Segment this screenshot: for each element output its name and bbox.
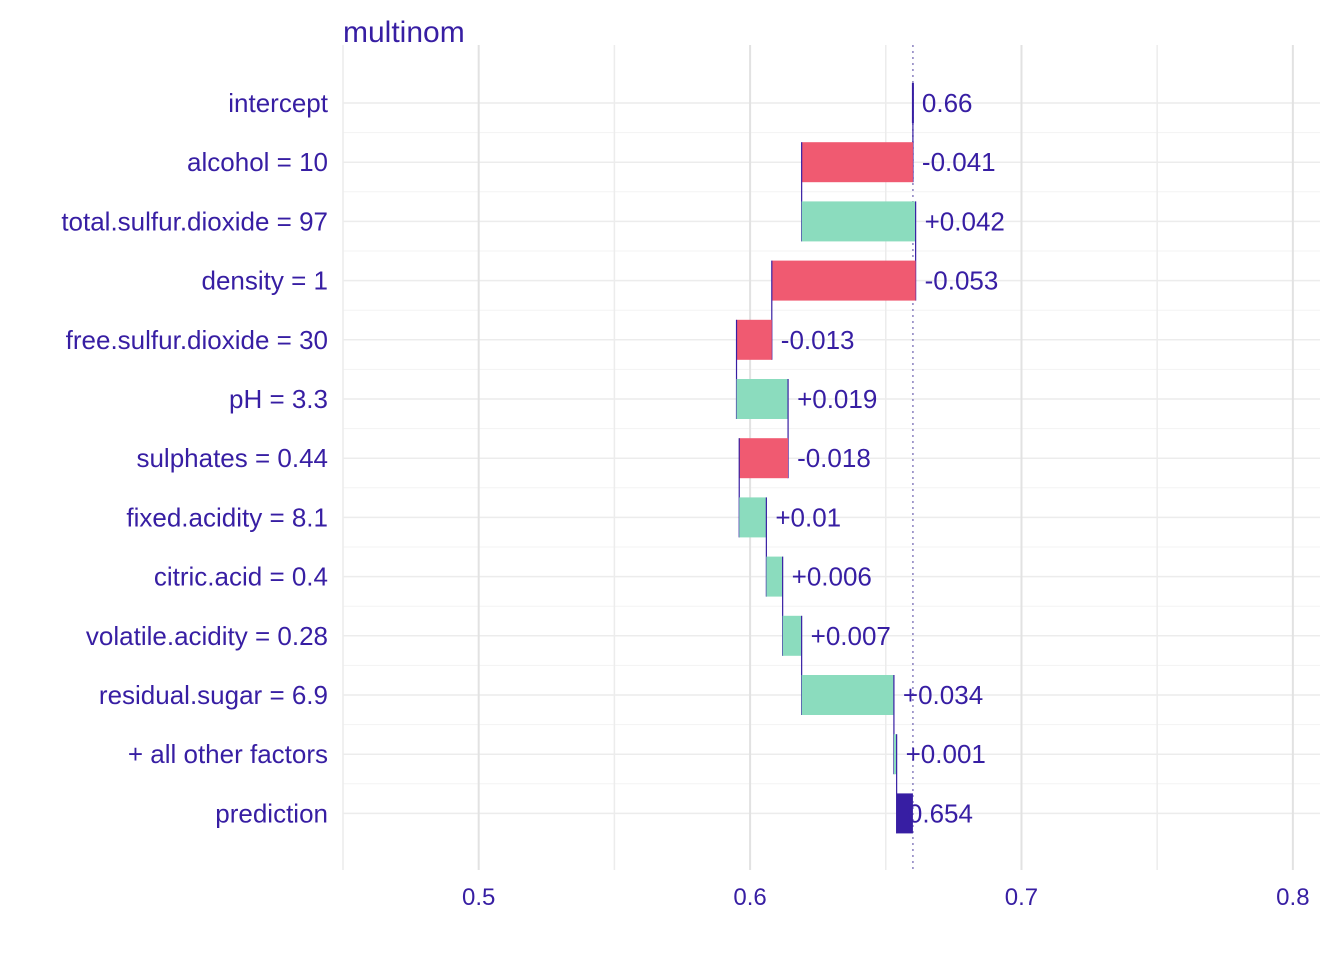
value-label: +0.034 [903,680,983,710]
value-label: +0.019 [797,384,877,414]
value-label: -0.041 [922,147,996,177]
value-label: -0.013 [781,325,855,355]
value-labels: 0.66 -0.041 +0.042 -0.053 -0.013 +0.019 -0.018… [775,88,1005,828]
value-label: +0.006 [792,562,872,592]
bar-positive [766,556,783,597]
row-label: + all other factors [128,739,328,769]
bar-negative [739,438,789,479]
bars [735,83,917,834]
value-label: +0.001 [906,739,986,769]
row-label: fixed.acidity = 8.1 [126,502,328,532]
bar-negative [771,260,916,301]
x-tick-label: 0.5 [462,884,495,911]
row-label: alcohol = 10 [187,147,328,177]
row-label: intercept [228,88,328,118]
row-label: residual.sugar = 6.9 [99,680,328,710]
row-label: free.sulfur.dioxide = 30 [66,325,328,355]
bar-negative [736,319,772,360]
chart-title: multinom [343,16,465,49]
value-label: 0.66 [922,88,973,118]
value-label: +0.042 [925,206,1005,236]
row-label: total.sulfur.dioxide = 97 [61,206,328,236]
value-label: -0.053 [925,266,999,296]
x-tick-label: 0.8 [1276,884,1309,911]
x-axis-ticks: 0.5 0.6 0.7 0.8 [462,884,1310,911]
x-tick-label: 0.7 [1005,884,1038,911]
bar-prediction [896,793,913,834]
bar-negative [801,142,913,183]
bar-positive [801,201,916,242]
bar-positive [736,379,789,419]
value-label: +0.007 [811,621,891,651]
row-label: citric.acid = 0.4 [154,562,328,592]
row-label: prediction [215,798,328,828]
row-label: volatile.acidity = 0.28 [86,621,328,651]
x-tick-label: 0.6 [733,884,766,911]
row-labels: intercept alcohol = 10 total.sulfur.dioxid… [61,88,328,828]
row-label: density = 1 [202,266,328,296]
bar-positive [893,734,897,775]
bar-positive [739,497,767,538]
value-label: 0.654 [908,798,973,828]
bar-positive [782,615,802,656]
grid [342,45,1320,870]
row-label: sulphates = 0.44 [136,443,328,473]
row-label: pH = 3.3 [229,384,328,414]
value-label: +0.01 [775,502,841,532]
value-label: -0.018 [797,443,871,473]
bar-positive [801,675,894,715]
